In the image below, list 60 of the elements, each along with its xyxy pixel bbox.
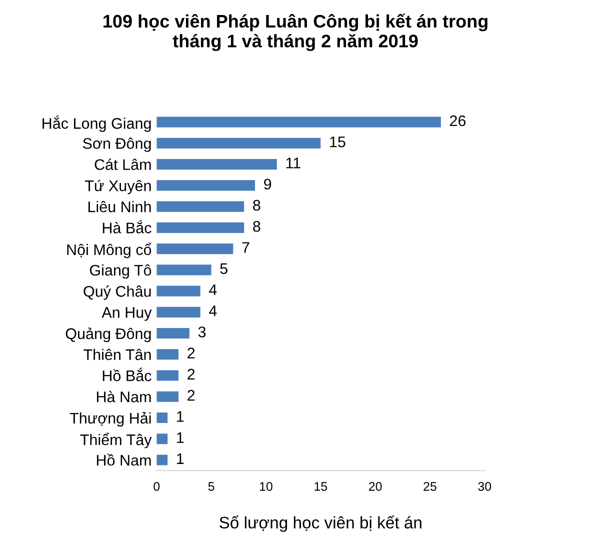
- y-tick-label: Quý Châu: [84, 285, 151, 300]
- y-tick-label: Nội Mông cổ: [67, 242, 152, 258]
- y-tick-label: Hà Nam: [96, 390, 151, 402]
- data-label: 26: [450, 115, 466, 126]
- bar: [156, 328, 190, 339]
- x-tick-label: 10: [260, 482, 272, 491]
- bar: [156, 138, 321, 148]
- data-label: 11: [286, 158, 300, 168]
- data-label: 1: [177, 432, 184, 443]
- data-label: 8: [253, 200, 260, 211]
- x-tick-label: 25: [424, 482, 436, 491]
- bar: [156, 370, 178, 381]
- bar: [156, 286, 200, 296]
- data-label: 15: [330, 136, 346, 148]
- x-tick-label: 20: [368, 482, 382, 491]
- x-axis-title: Số lượng học viên bị kết án: [220, 516, 422, 532]
- data-label: 8: [253, 220, 260, 232]
- data-label: 4: [209, 284, 217, 295]
- y-tick-label: Liêu Ninh: [88, 200, 151, 212]
- x-tick-label: 5: [208, 482, 214, 491]
- data-label: 2: [188, 390, 195, 401]
- data-label: 4: [209, 306, 217, 316]
- y-tick-label: Thượng Hải: [70, 412, 151, 427]
- bar: [156, 454, 168, 466]
- y-tick-label: Giang Tô: [90, 264, 152, 279]
- y-tick-label: Hắc Long Giang: [42, 115, 151, 132]
- x-tick-label: 15: [314, 482, 328, 491]
- bar: [156, 306, 200, 318]
- bar: [156, 434, 168, 444]
- y-tick-label: Tứ Xuyên: [84, 180, 151, 194]
- chart-title: 109 học viên Pháp Luân Công bị kết án trong tháng 1 và tháng 2 năm 2019: [104, 14, 488, 52]
- bar: [156, 116, 441, 128]
- bar: [156, 264, 212, 276]
- data-label: 3: [198, 326, 206, 338]
- data-label: 1: [177, 411, 184, 422]
- bar: [156, 412, 168, 424]
- y-tick-label: An Huy: [102, 307, 152, 321]
- data-label: 1: [177, 453, 184, 464]
- bar: [156, 180, 256, 191]
- y-tick-label: Thiên Tân: [84, 348, 151, 360]
- bar: [156, 201, 244, 212]
- y-tick-label: Hồ Bắc: [102, 368, 152, 382]
- y-tick-label: Hồ Nam: [96, 454, 151, 466]
- data-label: 9: [264, 178, 272, 190]
- data-label: 2: [188, 348, 195, 358]
- data-label: 5: [220, 263, 228, 274]
- bar: [156, 391, 178, 402]
- bar: [156, 159, 277, 170]
- y-tick-label: Thiểm Tây: [80, 432, 152, 448]
- y-tick-label: Sơn Đông: [82, 138, 151, 152]
- bar: [156, 349, 178, 360]
- data-label: 7: [242, 242, 250, 253]
- x-tick-label: 30: [478, 482, 492, 491]
- data-label: 2: [188, 368, 195, 380]
- bar: [156, 244, 234, 254]
- bar: [156, 222, 244, 233]
- y-tick-label: Quảng Đông: [66, 328, 151, 342]
- x-tick-label: 0: [154, 482, 160, 491]
- y-tick-label: Hà Bắc: [102, 220, 152, 234]
- y-tick-label: Cát Lâm: [94, 158, 151, 170]
